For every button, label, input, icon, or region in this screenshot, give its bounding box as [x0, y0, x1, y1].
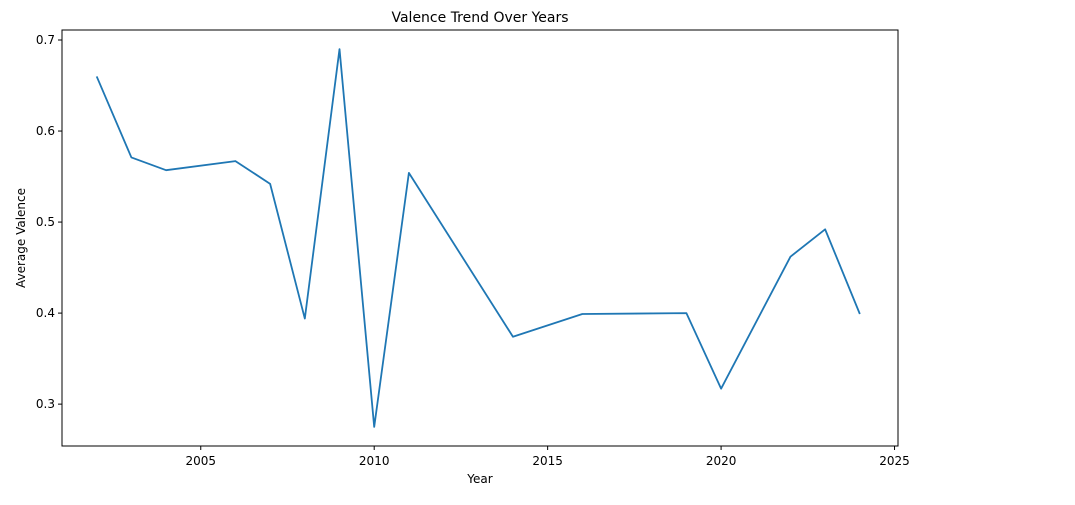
x-tick-label: 2015 [532, 454, 563, 468]
x-tick-label: 2020 [706, 454, 737, 468]
x-axis-label: Year [466, 472, 492, 486]
x-tick-label: 2010 [359, 454, 390, 468]
y-tick-label: 0.6 [36, 124, 55, 138]
series-line [95, 48, 861, 428]
plot-area [95, 48, 861, 428]
x-tick-label: 2025 [879, 454, 910, 468]
x-axis: 2005 2010 2015 2020 2025 [185, 446, 910, 468]
chart-title: Valence Trend Over Years [391, 10, 568, 26]
y-axis-label: Average Valence [14, 188, 28, 288]
y-tick-label: 0.7 [36, 33, 55, 47]
y-axis: 0.3 0.4 0.5 0.6 0.7 [36, 33, 62, 411]
y-tick-label: 0.4 [36, 306, 55, 320]
y-tick-label: 0.3 [36, 397, 55, 411]
y-tick-label: 0.5 [36, 215, 55, 229]
x-tick-label: 2005 [185, 454, 216, 468]
plot-frame [61, 29, 899, 447]
